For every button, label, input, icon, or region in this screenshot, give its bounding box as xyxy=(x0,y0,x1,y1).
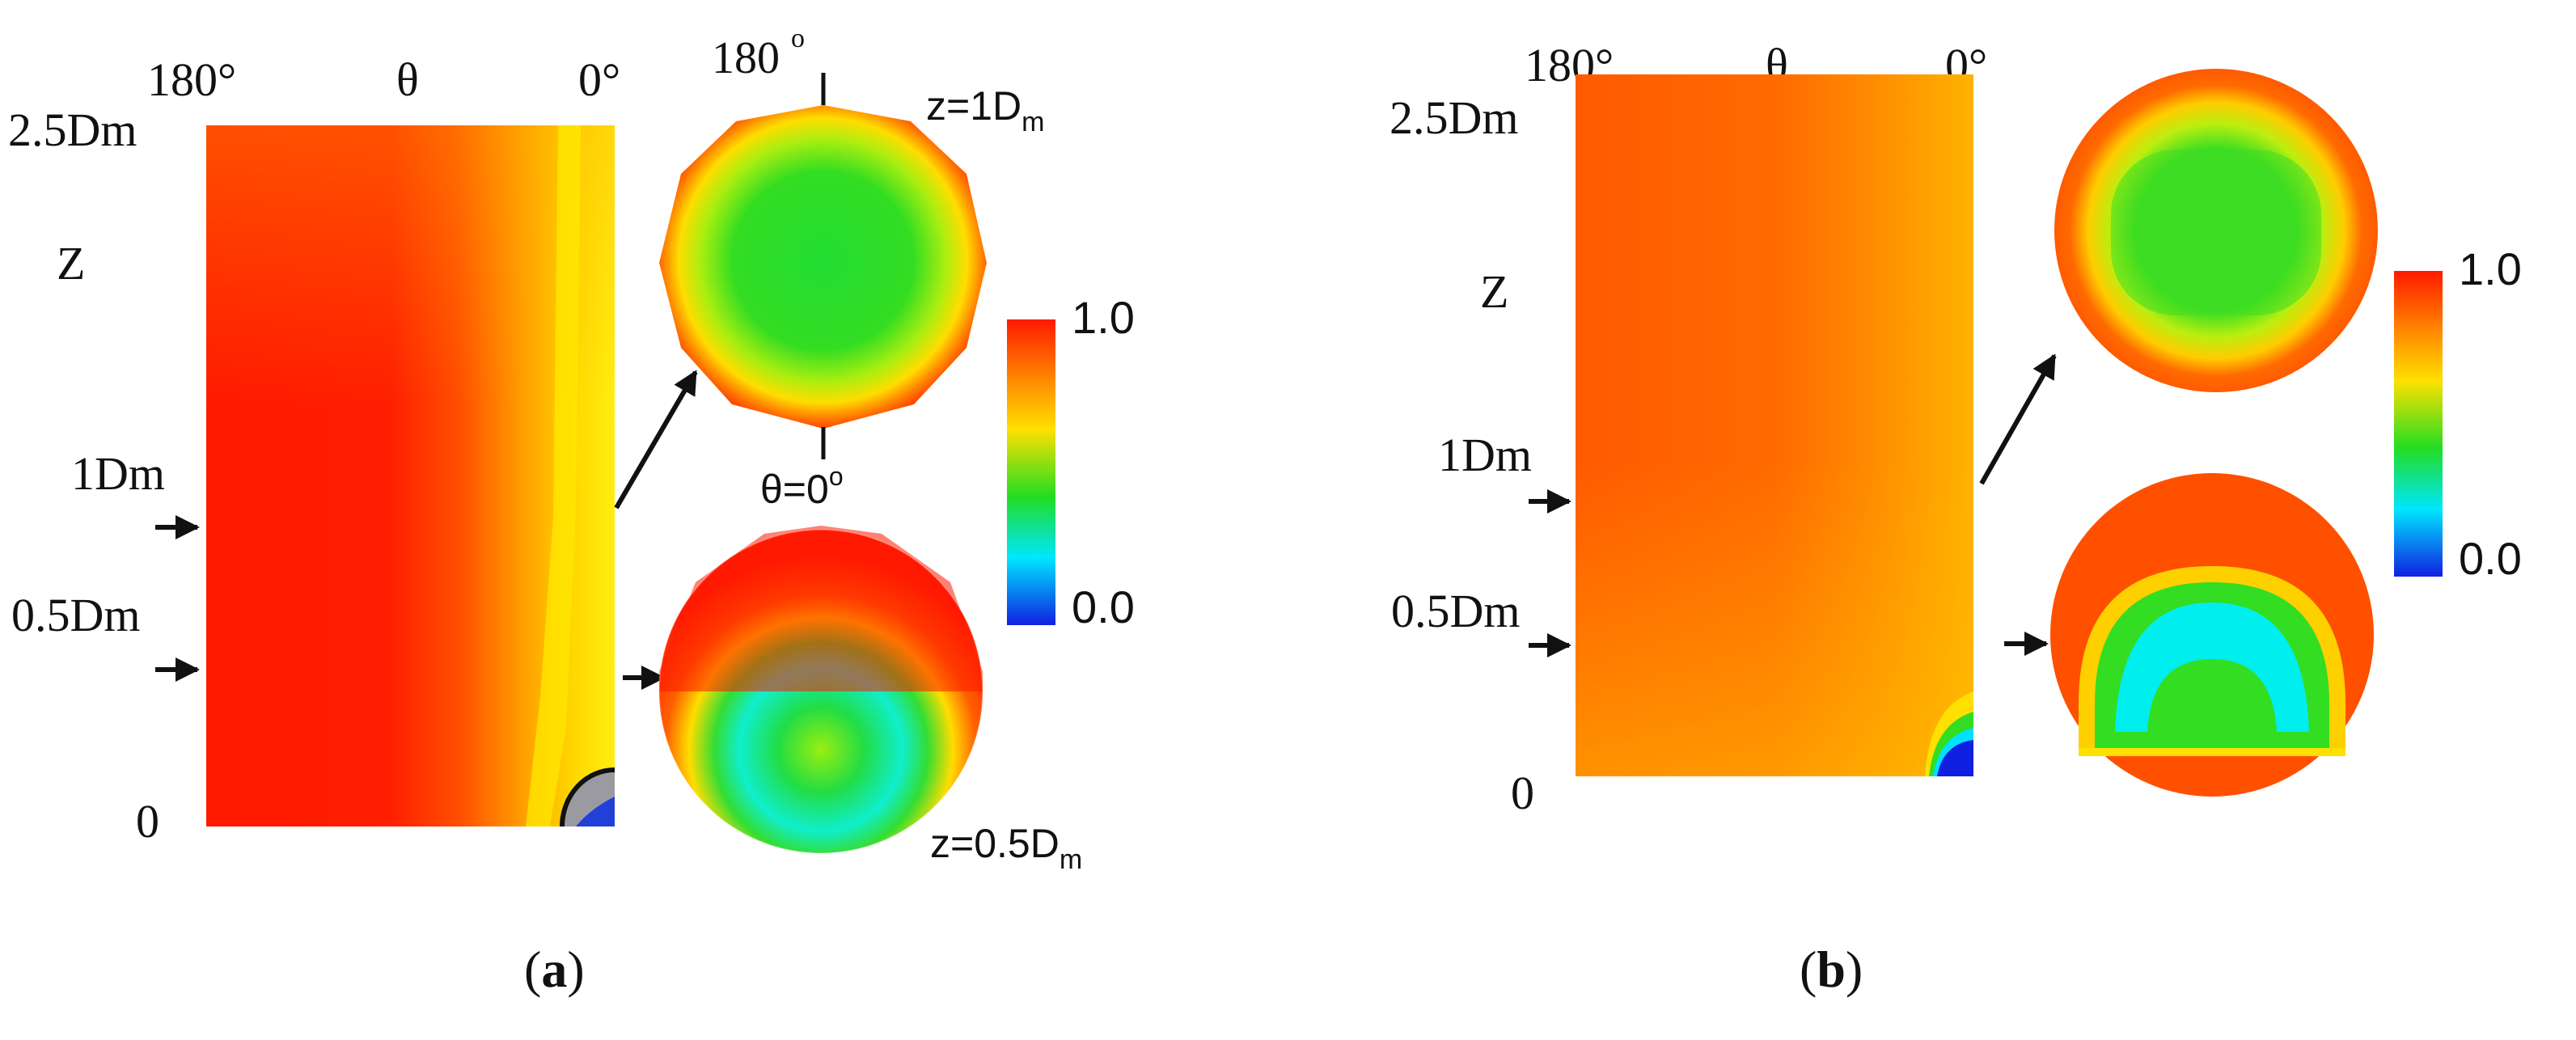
z-tick-0p5dm: 0.5Dm xyxy=(11,589,141,641)
section-z1-sub: m xyxy=(1022,107,1044,137)
cross-section-b-z1 xyxy=(2054,69,2378,392)
colorbar-b: 1.0 0.0 xyxy=(2394,243,2522,584)
section-z1-label: z=1Dm xyxy=(926,83,1044,137)
section-z1-base: z=1D xyxy=(926,83,1022,129)
z-tick-1dm-b: 1Dm xyxy=(1438,429,1532,481)
section-top-180-label: 180 xyxy=(712,33,780,83)
z-tick-0: 0 xyxy=(136,795,159,848)
z-tick-2p5dm-b: 2.5Dm xyxy=(1390,91,1519,144)
caption-a: (a) xyxy=(524,941,585,998)
cross-section-b-z05 xyxy=(2050,473,2374,797)
theta-0-label: 0° xyxy=(578,53,620,106)
panel-a: 180° θ 0° 2.5Dm Z 1Dm 0.5Dm 0 1 xyxy=(8,23,1135,998)
arrow-to-section-z1-b xyxy=(1979,353,2057,485)
colorbar-a-min: 0.0 xyxy=(1072,581,1135,632)
unwrapped-contour-b xyxy=(1576,74,1973,776)
section-z05-label: z=0.5Dm xyxy=(930,821,1082,875)
caption-b: (b) xyxy=(1800,941,1863,998)
theta-axis-label: θ xyxy=(396,53,419,106)
z-tick-0-b: 0 xyxy=(1511,767,1534,819)
cross-section-a-z05: z=0.5Dm xyxy=(658,526,1082,875)
unwrapped-contour-a xyxy=(206,125,615,827)
theta-zero-label: θ=0o xyxy=(760,462,844,512)
colorbar-a-max: 1.0 xyxy=(1072,292,1135,343)
z-tick-0p5dm-b: 0.5Dm xyxy=(1391,585,1521,637)
panel-b: 180° θ 0° 2.5Dm Z 1Dm 0.5Dm 0 xyxy=(1390,39,2522,998)
z-axis-label: Z xyxy=(57,237,85,290)
colorbar-a: 1.0 0.0 xyxy=(1007,292,1135,632)
theta-180-label: 180° xyxy=(147,53,236,106)
arrow-to-section-z1 xyxy=(614,370,698,509)
z-tick-1dm: 1Dm xyxy=(71,447,165,500)
colorbar-b-min: 0.0 xyxy=(2459,533,2522,584)
colorbar-b-max: 1.0 xyxy=(2459,243,2522,294)
z-tick-2p5dm: 2.5Dm xyxy=(8,104,137,156)
z-axis-label-b: Z xyxy=(1480,265,1508,318)
cross-section-a-z1: 180 o z=1Dm xyxy=(659,23,1044,429)
section-top-deg: o xyxy=(791,23,805,53)
